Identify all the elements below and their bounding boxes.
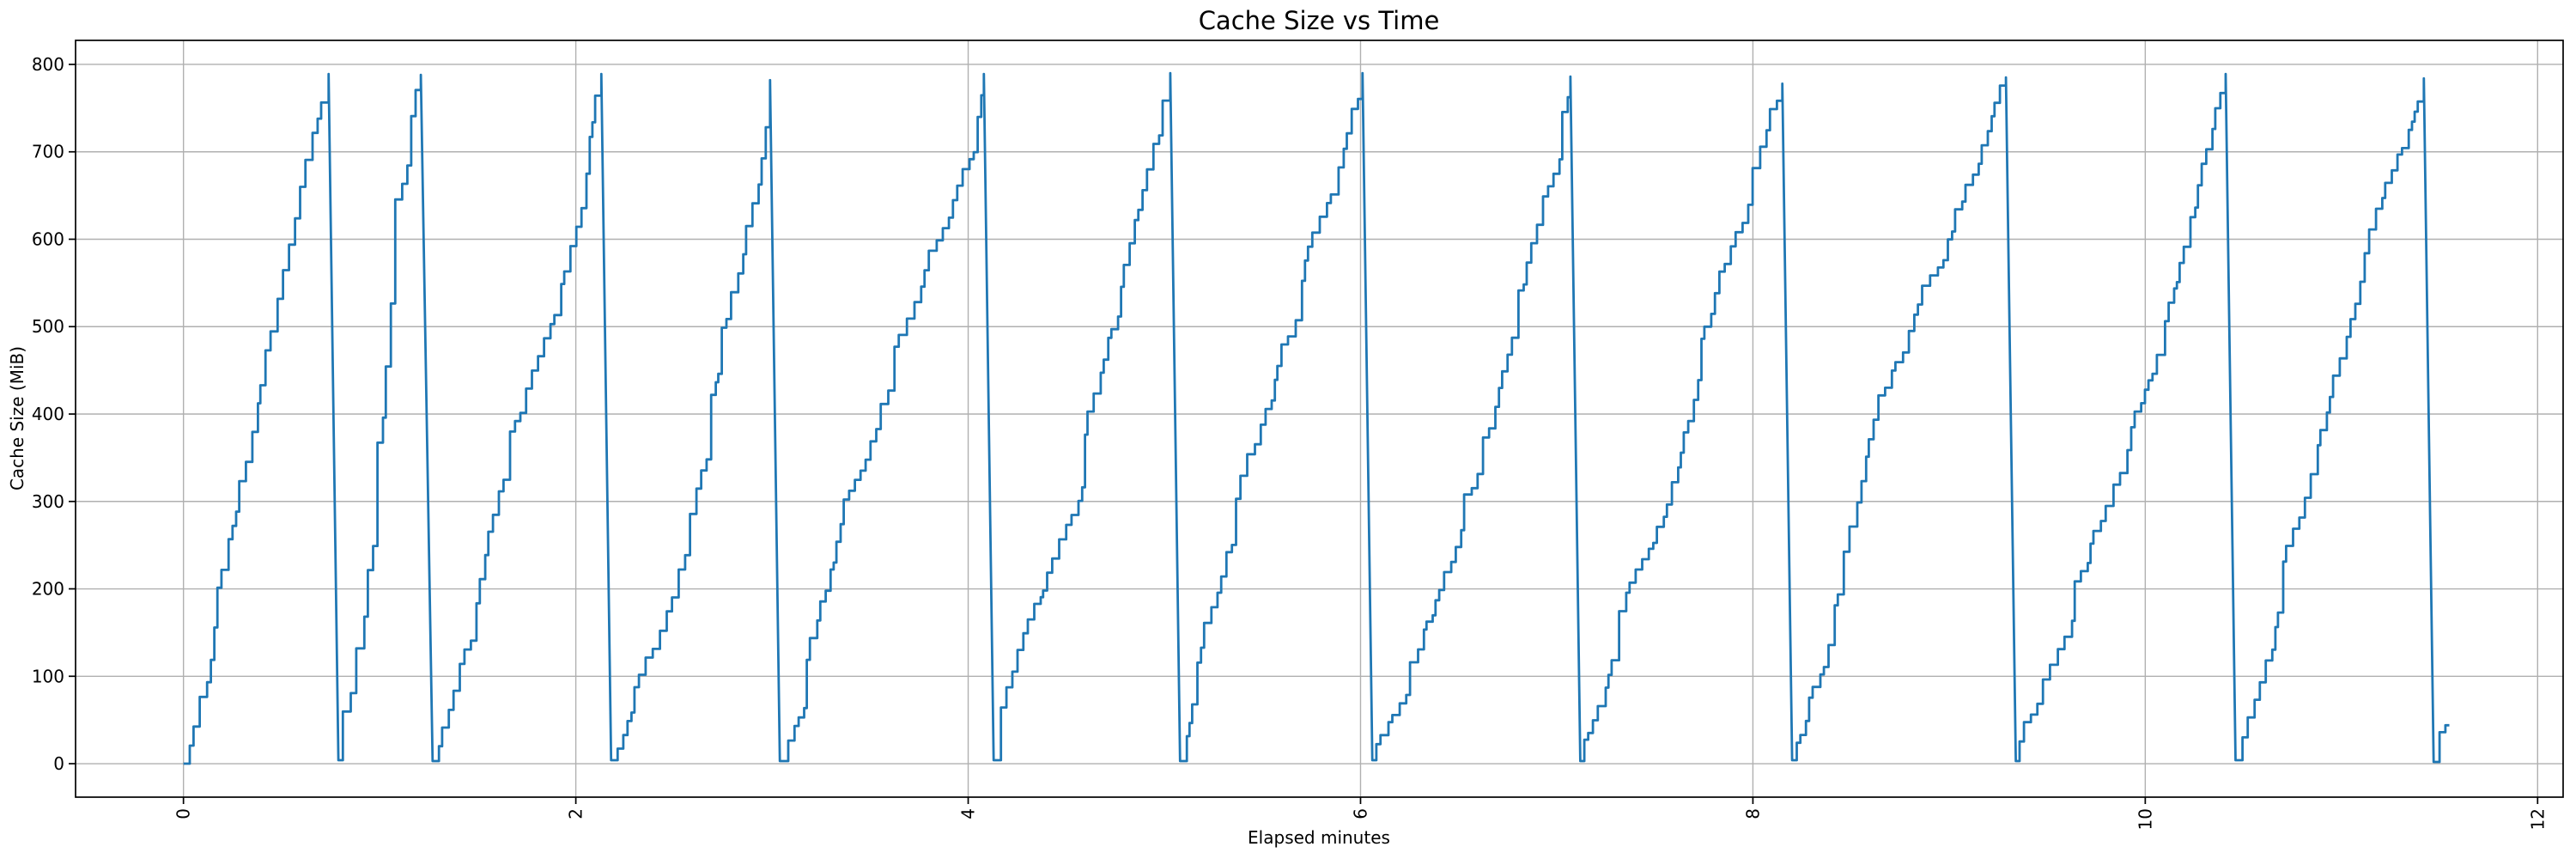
x-tick-label: 4 xyxy=(958,808,979,819)
x-tick-label: 0 xyxy=(173,808,194,819)
y-tick-label: 300 xyxy=(32,491,64,512)
axis-ticks xyxy=(69,64,2539,804)
y-tick-label: 100 xyxy=(32,666,64,686)
x-tick-label: 2 xyxy=(566,808,586,819)
y-tick-label: 500 xyxy=(32,316,64,337)
plot-area: 0 100 200 300 400 500 600 700 800 0 2 4 6 8 10 12 xyxy=(32,40,2564,830)
grid-lines xyxy=(76,40,2563,797)
y-axis-label: Cache Size (MiB) xyxy=(7,346,27,490)
plot-spines xyxy=(75,40,2564,798)
x-tick-label: 12 xyxy=(2527,808,2548,830)
chart-title: Cache Size vs Time xyxy=(1199,6,1440,35)
x-tick-label: 8 xyxy=(1742,808,1763,819)
x-tick-label: 6 xyxy=(1350,808,1370,819)
y-tick-label: 700 xyxy=(32,142,64,162)
x-tick-label: 10 xyxy=(2135,808,2155,830)
y-tick-label: 400 xyxy=(32,404,64,424)
y-tick-label: 200 xyxy=(32,579,64,600)
y-tick-label: 600 xyxy=(32,228,64,249)
x-axis-label: Elapsed minutes xyxy=(1248,827,1390,848)
y-tick-label: 800 xyxy=(32,54,64,75)
x-tick-labels: 0 2 4 6 8 10 12 xyxy=(173,808,2549,830)
y-tick-labels: 0 100 200 300 400 500 600 700 800 xyxy=(32,54,64,774)
series-line xyxy=(183,71,2450,765)
y-tick-label: 0 xyxy=(53,753,64,774)
